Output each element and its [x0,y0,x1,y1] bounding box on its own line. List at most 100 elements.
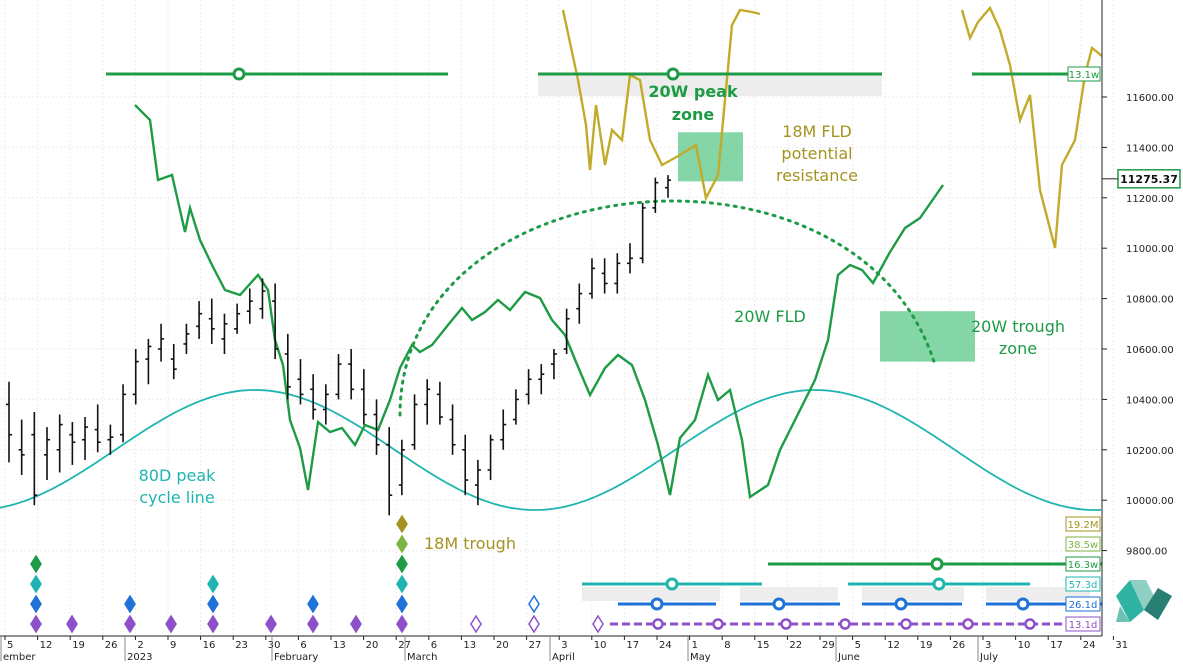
x-tick-label: 26 [105,640,118,651]
price-bar [398,439,405,496]
price-bar [310,374,317,420]
price-bar [18,419,25,475]
cycle-diamond-16w [30,554,42,574]
y-tick-label: 9800.00 [1126,547,1167,558]
cycle-span-13d-mid [900,618,912,630]
cycle-diamond-13d-projected [470,614,482,634]
cycle-diamond-26d [30,594,42,614]
x-tick-label: 17 [626,640,639,651]
price-bar [386,427,393,516]
price-bar [322,384,329,425]
y-tick-label: 11400.00 [1126,143,1174,154]
logo-shape-4 [1116,606,1130,622]
fld18-label-1: 18M FLD [782,122,852,141]
legend-box [1065,596,1101,612]
price-bar [284,333,291,400]
y-tick-label: 10400.00 [1126,395,1174,406]
price-bar [44,427,51,481]
price-bar [82,417,89,460]
cycle-span-26d-3-mid [894,597,908,611]
x-tick-label: 26 [952,640,965,651]
y-axis: 11600.00 11400.00 11200.00 11000.00 10800.00… [1067,0,1181,636]
legend-box [1065,616,1101,632]
price-bar [474,459,481,506]
x-tick-label: 12 [887,640,900,651]
cycle-span-13d-mid [712,618,724,630]
price-bar [512,389,519,425]
x-tick-label: 27 [529,640,542,651]
trough-label: 18M trough [424,534,516,553]
peak-zone-label-2: zone [672,105,715,124]
cycle-span-13d-mid [1024,618,1036,630]
x-tick-label: 23 [235,640,248,651]
cycle-diamond-19m [396,514,408,534]
x-tick-label: 6 [300,640,306,651]
trough-zone-label-1: 20W trough [971,317,1065,336]
price-bar [208,298,215,344]
y-tick-label: 11200.00 [1126,194,1174,205]
price-bar [107,424,114,455]
fld18-line-1 [561,8,761,202]
cycle-band [862,587,964,601]
price-bar [31,412,38,506]
x-tick-label: 8 [724,640,730,651]
logo-shape-3 [1144,588,1172,620]
cycle-diamond-57d [30,574,42,594]
x-tick-label: 5 [855,640,861,651]
x-tick-label: 10 [594,640,607,651]
cycle-diamond-13d [124,614,136,634]
x-tick-label: 2 [137,640,143,651]
x-tick-label: 10 [1018,640,1031,651]
x-tick-label: 29 [822,640,835,651]
cycle-span-midpoint [232,67,246,81]
legend-label: 38.5w [1068,540,1098,551]
x-tick-label: 20 [366,640,379,651]
cycle-diamond-38w [396,534,408,554]
x-tick-label: 5 [7,640,13,651]
legend-label: 16.3w [1068,560,1098,571]
cycle-span-midpoint [666,67,680,81]
annotation-labels: 20W peak zone 18M FLD potential resistan… [139,82,1065,553]
legend-label: 57.3d [1069,580,1098,591]
x-tick-label: 3 [985,640,991,651]
legend-label: 26.1d [1069,600,1098,611]
month-label: March [407,652,437,662]
top-marker-label: 13.1w [1069,70,1099,81]
x-tick-label: 3 [561,640,567,651]
x-tick-label: 20 [496,640,509,651]
price-bar [348,349,355,400]
price-bar [69,422,76,465]
trough-zone [880,311,975,362]
cycle-span-13d-mid [839,618,851,630]
fld18-line-2 [960,5,1103,249]
projected-arc [398,199,937,417]
month-label: ember [3,652,36,662]
price-bar [424,379,431,425]
price-bar [563,308,570,355]
peak-zone [678,132,743,182]
legend-label: 13.1d [1069,620,1098,631]
cycle-span-13d-mid [652,618,664,630]
y-tick-label: 10800.00 [1126,295,1174,306]
price-bar [132,349,139,405]
price-bar [272,283,279,360]
x-tick-label: 16 [203,640,216,651]
top-marker-box [1067,66,1101,82]
y-tick-label: 10200.00 [1126,446,1174,457]
legend-box [1065,516,1101,532]
price-bar [259,278,266,319]
price-bar [94,404,101,453]
price-bar [525,369,532,405]
cycle-diamond-26d-projected [528,594,540,614]
cycle-diamond-13d-projected [592,614,604,634]
cycle-span-57d-1-mid [665,577,679,591]
cycle-band [582,587,720,601]
x-tick-label: 31 [1115,640,1128,651]
cycle-span-57d-2-mid [932,577,946,591]
price-bar [411,394,418,450]
sine-label-2: cycle line [139,488,214,507]
x-tick-label: 19 [920,640,933,651]
price-bar [56,414,63,473]
cycle-span-26d-2-mid [772,597,786,611]
